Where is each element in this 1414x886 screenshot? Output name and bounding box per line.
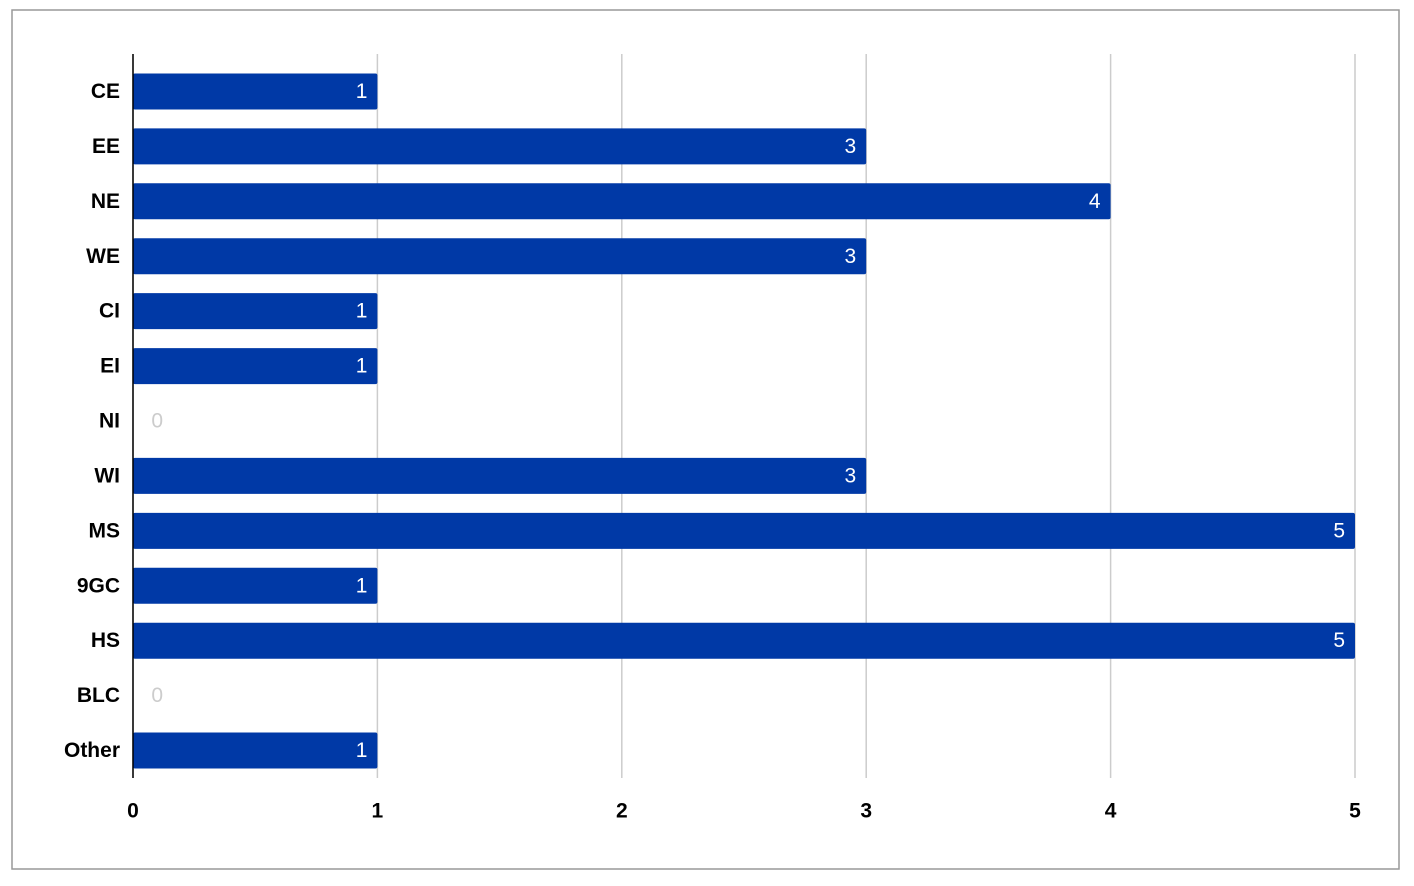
- value-label: 1: [356, 355, 368, 378]
- x-tick-label: 3: [860, 800, 872, 823]
- value-label: 3: [845, 135, 857, 158]
- bar: [133, 732, 378, 769]
- bar: [133, 512, 1355, 549]
- bar: [133, 293, 378, 330]
- value-label: 4: [1089, 190, 1101, 213]
- y-tick-label: HS: [91, 629, 120, 652]
- y-tick-label: WE: [86, 245, 120, 268]
- y-tick-label: EI: [100, 355, 120, 378]
- y-tick-label: MS: [89, 519, 121, 542]
- y-tick-label: WI: [94, 464, 120, 487]
- y-tick-label: 9GC: [77, 574, 120, 597]
- value-label: 1: [356, 80, 368, 103]
- value-label: 3: [845, 464, 857, 487]
- y-tick-label: NE: [91, 190, 120, 213]
- value-label: 0: [151, 684, 163, 707]
- value-label: 5: [1333, 629, 1345, 652]
- value-label: 5: [1333, 519, 1345, 542]
- value-label: 0: [151, 410, 163, 433]
- bar: [133, 238, 867, 275]
- bar: [133, 567, 378, 604]
- x-tick-label: 5: [1349, 800, 1361, 823]
- bar: [133, 457, 867, 494]
- value-label: 1: [356, 574, 368, 597]
- y-tick-label: NI: [99, 410, 120, 433]
- y-tick-label: BLC: [77, 684, 120, 707]
- x-tick-label: 0: [127, 800, 139, 823]
- value-label: 1: [356, 739, 368, 762]
- y-tick-label: EE: [92, 135, 120, 158]
- bar: [133, 348, 378, 385]
- x-tick-label: 1: [372, 800, 384, 823]
- y-tick-label: CE: [91, 80, 120, 103]
- value-label: 3: [845, 245, 857, 268]
- bar: [133, 73, 378, 110]
- bar: [133, 128, 867, 165]
- value-label: 1: [356, 300, 368, 323]
- bar: [133, 183, 1111, 220]
- y-tick-label: CI: [99, 300, 120, 323]
- x-tick-label: 4: [1105, 800, 1117, 823]
- x-tick-label: 2: [616, 800, 628, 823]
- bar: [133, 622, 1355, 659]
- y-tick-label: Other: [64, 739, 120, 762]
